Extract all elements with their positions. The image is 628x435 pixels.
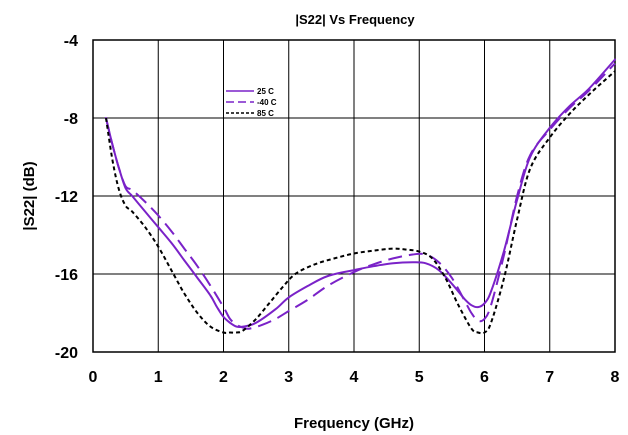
- series-lines: [105, 58, 616, 335]
- y-tick-label: -4: [64, 33, 78, 50]
- x-tick-label: 1: [154, 369, 163, 386]
- legend: 25 C -40 C 85 C: [226, 87, 277, 118]
- x-tick-label: 6: [480, 369, 489, 386]
- series-85c-line: [105, 70, 616, 335]
- y-tick-label: -20: [55, 345, 78, 362]
- x-tick-label: 7: [545, 369, 554, 386]
- legend-label-25c: 25 C: [257, 87, 274, 96]
- x-tick-label: 0: [89, 369, 98, 386]
- series-25c-line: [105, 58, 616, 329]
- x-tick-label: 5: [415, 369, 424, 386]
- x-tick-label: 2: [219, 369, 228, 386]
- x-axis-label: Frequency (GHz): [294, 415, 414, 432]
- legend-label-minus40c: -40 C: [257, 98, 277, 107]
- chart-title: |S22| Vs Frequency: [295, 12, 415, 27]
- x-tick-label: 3: [284, 369, 293, 386]
- legend-label-85c: 85 C: [257, 109, 274, 118]
- x-tick-label: 8: [611, 369, 620, 386]
- tick-labels: 0 1 2 3 4 5 6 7 8 -4 -8 -12 -16 -20: [55, 33, 620, 386]
- y-tick-label: -12: [55, 189, 78, 206]
- y-axis-label: |S22| (dB): [21, 161, 38, 230]
- y-tick-label: -8: [64, 111, 78, 128]
- y-tick-label: -16: [55, 267, 78, 284]
- x-tick-label: 4: [350, 369, 359, 386]
- grid-lines: [93, 40, 615, 352]
- series-minus40c-line: [105, 62, 616, 330]
